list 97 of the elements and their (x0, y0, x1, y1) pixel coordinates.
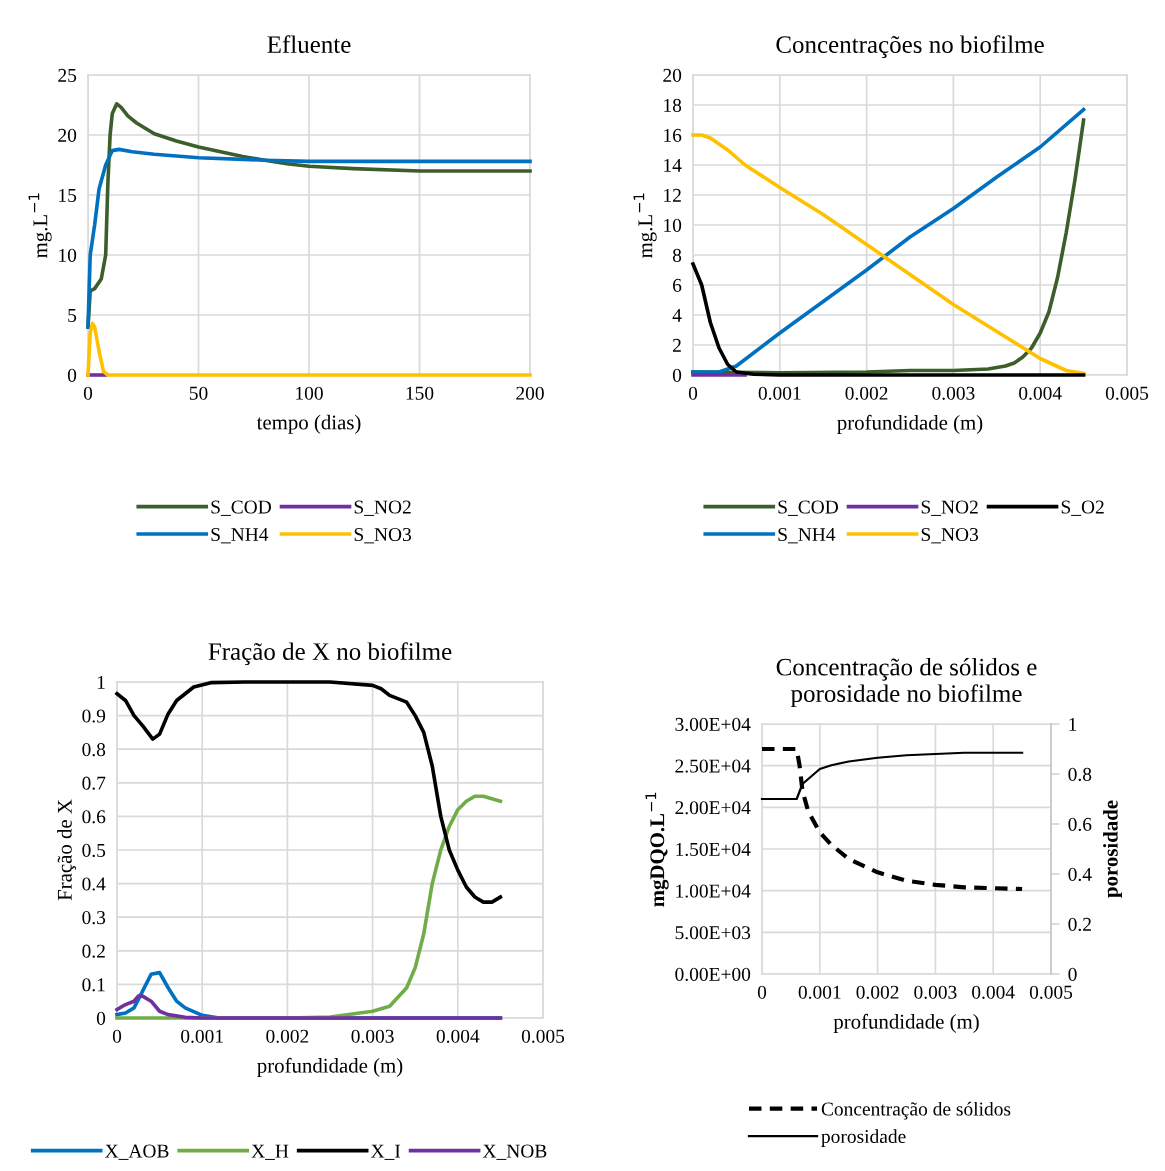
x-tick-label: 200 (516, 386, 544, 400)
x-tick-label: 0 (757, 985, 767, 999)
x-axis-title: profundidade (m) (257, 1057, 403, 1077)
y-tick-label: 10 (59, 248, 77, 262)
y-tick-label: 10 (664, 218, 682, 232)
x-tick-label: 0.002 (266, 1029, 309, 1043)
line-series (691, 262, 1086, 377)
x-axis-title: profundidade (m) (837, 414, 983, 434)
y-tick-label: 0 (96, 1011, 106, 1025)
x-tick-label: 0.005 (521, 1029, 565, 1043)
chart-title: Efluente (267, 35, 351, 54)
legend-label: porosidade (821, 1129, 906, 1147)
y-tick-label: 0.8 (82, 743, 106, 757)
y-tick-label: 0.00E+00 (675, 967, 751, 982)
x-tick-label: 0.002 (845, 386, 888, 400)
y-tick-label: 0.1 (82, 978, 105, 992)
legend-label: X_I (371, 1144, 401, 1160)
y-tick-label: 18 (664, 98, 682, 112)
chart-title: Concentração de sólidos e porosidade no biofilme (776, 657, 1037, 708)
chart-title: Fração de X no biofilme (208, 642, 452, 666)
x-tick-label: 0.004 (1019, 386, 1062, 400)
legend-label: S_NO3 (921, 527, 979, 544)
x-tick-label: 0.003 (914, 985, 957, 999)
legend-label: S_COD (778, 500, 838, 516)
legend-label: Concentração de sólidos (821, 1101, 1011, 1120)
y-axis-title: mg.L$^{−1}$ (28, 193, 52, 258)
y-tick-label: 20 (663, 68, 682, 82)
y-tick-label: 15 (59, 188, 77, 202)
y-tick-label: 12 (664, 188, 681, 202)
y2-tick-label: 0.6 (1068, 817, 1092, 832)
x-axis-title: tempo (dias) (256, 414, 361, 434)
y-tick-label: 0 (67, 368, 77, 382)
x-tick-label: 0.001 (798, 985, 841, 999)
legend-label: X_AOB (105, 1144, 169, 1160)
y-tick-label: 0.5 (82, 843, 106, 858)
y-tick-label: 14 (664, 158, 682, 172)
y-tick-label: 6 (673, 278, 682, 292)
y-tick-label: 20 (58, 128, 77, 142)
legend-label: S_NO2 (354, 500, 411, 516)
y-tick-label: 16 (664, 128, 682, 142)
y-tick-label: 0.6 (82, 810, 106, 824)
y2-tick-label: 0 (1068, 967, 1077, 981)
y-tick-label: 8 (672, 248, 682, 262)
x-tick-label: 100 (296, 386, 323, 400)
y-tick-label: 1 (97, 675, 105, 689)
line-series (86, 147, 532, 329)
y-tick-label: 1.00E+04 (676, 884, 751, 898)
legend-label: S_NO2 (921, 500, 978, 516)
x-tick-label: 0.001 (181, 1029, 223, 1043)
line-series (115, 680, 503, 904)
x-tick-label: 0 (688, 386, 698, 400)
y-tick-label: 1.50E+04 (676, 842, 751, 857)
x-tick-label: 0 (112, 1029, 122, 1043)
x-tick-label: 150 (406, 386, 434, 400)
y-tick-label: 0.3 (82, 911, 106, 925)
x-tick-label: 0.002 (856, 985, 899, 999)
line-series (86, 321, 532, 377)
y-tick-label: 3.00E+04 (675, 717, 751, 732)
y2-tick-label: 0.8 (1068, 767, 1092, 782)
y-axis-title: Fração de X (57, 799, 77, 901)
x-tick-label: 0.001 (758, 386, 801, 400)
legend-label: S_NO3 (354, 527, 412, 544)
x-axis-title: profundidade (m) (833, 1013, 979, 1033)
y-tick-label: 0.9 (82, 709, 106, 723)
y-axis-title: mg.L$^{−1}$ (633, 193, 657, 258)
legend-label: S_NH4 (211, 527, 269, 544)
y-tick-label: 2 (673, 338, 681, 352)
x-tick-label: 0.004 (436, 1029, 480, 1043)
legend-label: X_H (251, 1144, 289, 1160)
x-tick-label: 0.003 (932, 386, 975, 400)
y-tick-label: 5.00E+03 (675, 926, 751, 940)
legend-label: S_O2 (1061, 500, 1104, 516)
x-tick-label: 0.005 (1105, 386, 1149, 400)
y-tick-label: 0.4 (82, 877, 106, 891)
line-series (759, 746, 1025, 892)
x-tick-label: 0.005 (1029, 985, 1073, 999)
y-tick-label: 0 (672, 368, 682, 382)
y-tick-label: 5 (68, 309, 77, 322)
x-tick-label: 0.003 (351, 1029, 394, 1043)
y2-tick-label: 0.2 (1068, 917, 1091, 932)
legend-label: X_NOB (482, 1144, 547, 1160)
y-tick-label: 2.00E+04 (675, 801, 751, 815)
y2-tick-label: 0.4 (1068, 867, 1092, 882)
line-series (115, 994, 503, 1020)
y2-tick-label: 1 (1069, 717, 1077, 731)
chart-title: Concentrações no biofilme (776, 35, 1044, 59)
y2-axis-title: porosidade (1103, 800, 1122, 898)
y-tick-label: 2.50E+04 (675, 759, 751, 773)
x-tick-label: 0.004 (972, 985, 1015, 999)
y-tick-label: 0.2 (82, 944, 105, 958)
x-tick-label: 50 (189, 386, 208, 400)
legend-label: S_COD (211, 500, 271, 516)
legend-label: S_NH4 (778, 527, 836, 544)
y-tick-label: 0.7 (82, 776, 106, 790)
y-tick-label: 4 (672, 308, 682, 322)
y-axis-title: mgDQO.L$^{−1}$ (645, 792, 669, 907)
y-tick-label: 25 (58, 68, 77, 82)
